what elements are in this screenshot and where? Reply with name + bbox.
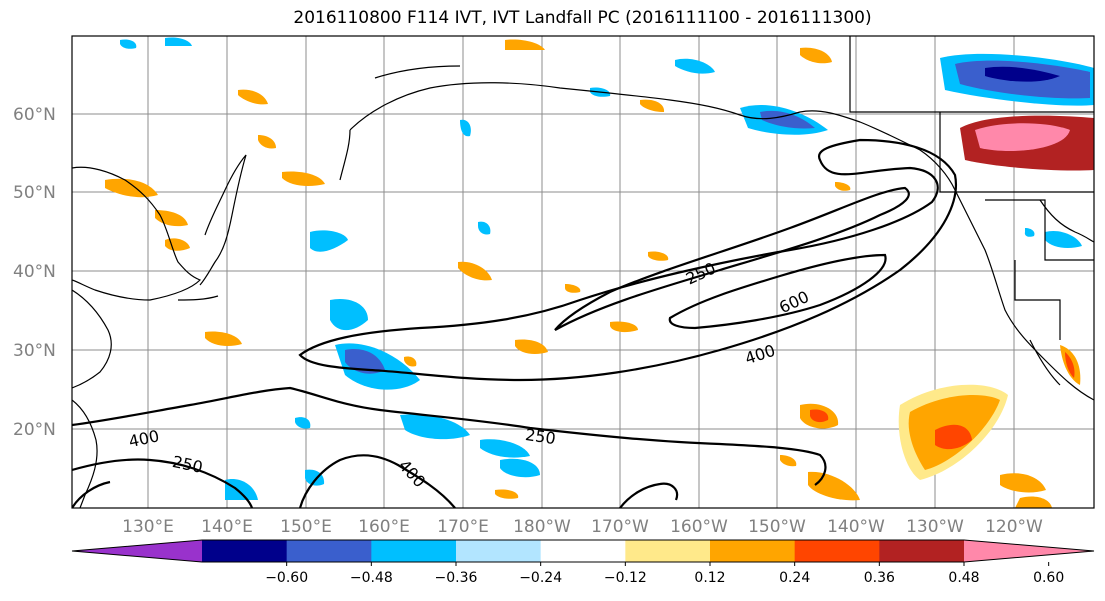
colorbar-segment — [794, 540, 880, 562]
lon-label: 140°E — [201, 517, 253, 537]
colorbar-segment — [456, 540, 542, 562]
colorbar-segment — [879, 540, 965, 562]
colorbar-tick-label: −0.36 — [435, 570, 478, 586]
lat-label: 30°N — [13, 341, 56, 361]
colorbar-tick-label: −0.48 — [350, 570, 393, 586]
lon-label: 170°W — [591, 517, 649, 537]
map-title: 2016110800 F114 IVT, IVT Landfall PC (20… — [293, 8, 872, 28]
gridlines — [72, 36, 1094, 508]
ivt-contours — [72, 138, 957, 508]
colorbar-segment — [286, 540, 372, 562]
lat-label: 40°N — [13, 262, 56, 282]
contour-label: 250 — [524, 425, 557, 448]
colorbar-extend-max — [964, 540, 1094, 562]
colorbar-tick-label: 0.36 — [864, 570, 895, 586]
colorbar-outline — [71, 539, 1095, 563]
lon-label: 130°E — [122, 517, 174, 537]
contour-labels: 250 600 400 400 250 250 400 — [127, 258, 812, 491]
lat-label: 20°N — [13, 420, 56, 440]
lon-label: 150°E — [280, 517, 332, 537]
latitude-labels: 60°N 50°N 40°N 30°N 20°N — [13, 105, 56, 440]
colorbar-segment — [371, 540, 457, 562]
lon-label: 160°W — [670, 517, 728, 537]
colorbar-segment — [202, 540, 288, 562]
lon-label: 180°W — [513, 517, 571, 537]
lat-label: 50°N — [13, 183, 56, 203]
colorbar-tick-label: −0.60 — [265, 570, 308, 586]
negative-shading — [120, 37, 1094, 500]
colorbar-segment — [540, 540, 626, 562]
colorbar-tick-label: 0.60 — [1033, 570, 1064, 586]
lon-label: 160°E — [358, 517, 410, 537]
coastlines — [72, 36, 1094, 508]
colorbar-segment — [710, 540, 796, 562]
colorbar-tick-label: 0.12 — [694, 570, 725, 586]
lon-label: 150°W — [748, 517, 806, 537]
colorbar-tick-label: −0.24 — [519, 570, 562, 586]
map-frame — [71, 35, 1095, 509]
colorbar-segment — [625, 540, 711, 562]
lon-label: 170°E — [437, 517, 489, 537]
lat-label: 60°N — [13, 105, 56, 125]
colorbar-tick-label: 0.24 — [779, 570, 810, 586]
lon-label: 130°W — [906, 517, 964, 537]
lon-label: 120°W — [985, 517, 1043, 537]
lon-label: 140°W — [827, 517, 885, 537]
positive-shading — [105, 39, 1094, 508]
longitude-labels: 130°E 140°E 150°E 160°E 170°E 180°W 170°… — [122, 517, 1043, 537]
colorbar-extend-min — [72, 540, 202, 562]
colorbar-tick-label: 0.48 — [948, 570, 979, 586]
colorbar-tick-label: −0.12 — [604, 570, 647, 586]
colorbar: −0.60 −0.48 −0.36 −0.24 −0.12 0.12 0.24 0.36 0.4… — [71, 539, 1095, 586]
